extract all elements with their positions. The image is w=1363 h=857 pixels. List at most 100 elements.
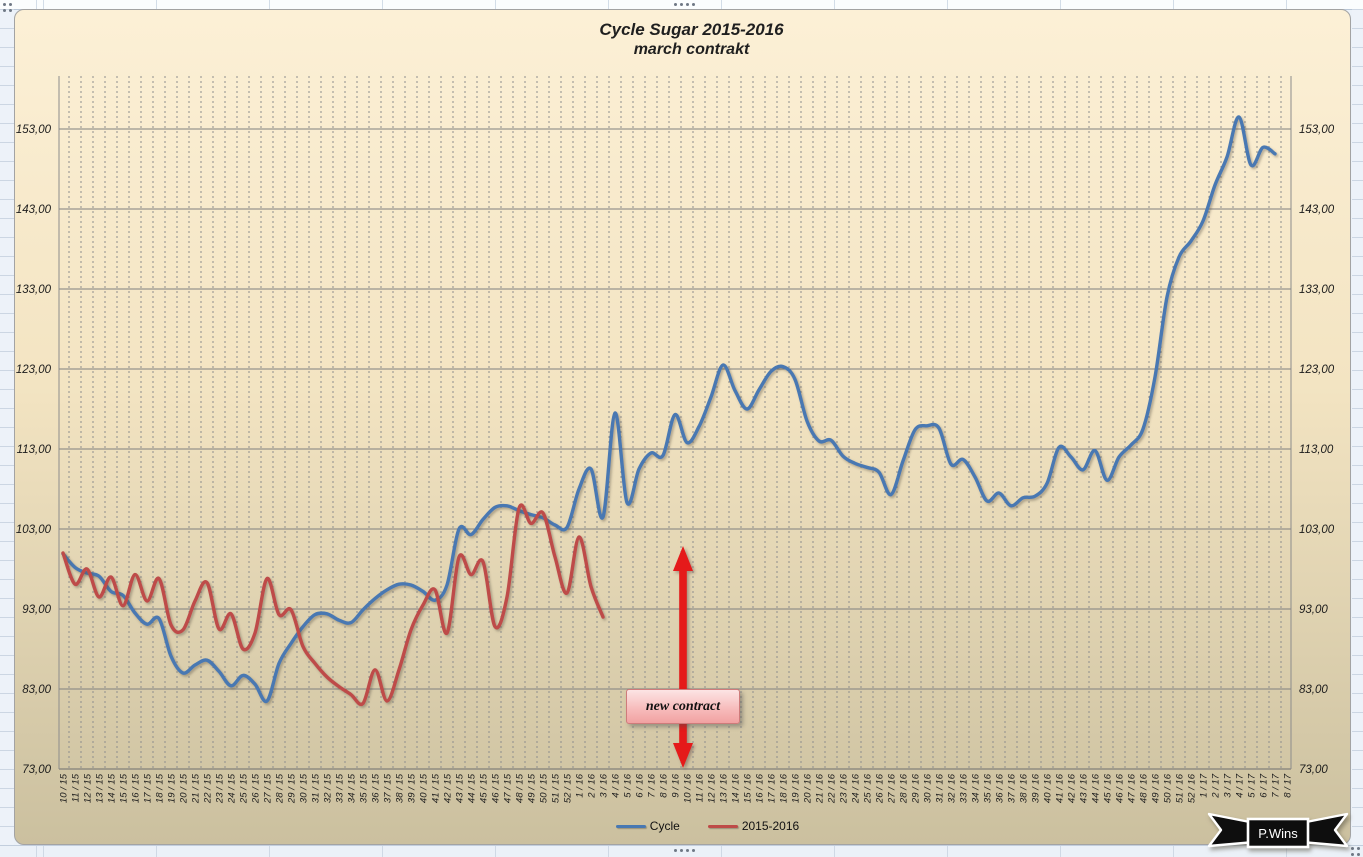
svg-text:93,00: 93,00	[1299, 604, 1328, 616]
svg-text:93,00: 93,00	[22, 604, 51, 616]
svg-text:17 / 16: 17 / 16	[767, 773, 778, 803]
svg-text:43 / 15: 43 / 15	[455, 773, 466, 803]
svg-text:73,00: 73,00	[1299, 764, 1328, 776]
svg-text:23 / 15: 23 / 15	[215, 773, 226, 804]
svg-text:19 / 15: 19 / 15	[167, 773, 178, 803]
svg-text:6 / 17: 6 / 17	[1259, 773, 1270, 797]
chart-object[interactable]: Cycle Sugar 2015-2016 march contrakt 153…	[14, 9, 1351, 849]
svg-text:143,00: 143,00	[1299, 204, 1335, 216]
svg-text:52 / 15: 52 / 15	[563, 773, 574, 803]
svg-text:51 / 16: 51 / 16	[1175, 773, 1186, 803]
svg-text:50 / 15: 50 / 15	[539, 773, 550, 803]
svg-text:27 / 15: 27 / 15	[263, 773, 274, 804]
svg-text:20 / 15: 20 / 15	[179, 773, 190, 804]
svg-text:42 / 16: 42 / 16	[1067, 773, 1078, 803]
svg-text:28 / 16: 28 / 16	[899, 773, 910, 804]
svg-text:14 / 16: 14 / 16	[731, 773, 742, 803]
y-axis-labels-left: 153,00 143,00 133,00 123,00 113,00 103,00 93,0…	[16, 124, 52, 776]
chart-resize-handle-top-left[interactable]	[3, 3, 12, 12]
svg-text:10 / 15: 10 / 15	[59, 773, 70, 803]
legend-item-cycle[interactable]: Cycle	[615, 819, 680, 833]
svg-text:1 / 16: 1 / 16	[575, 773, 586, 797]
svg-text:123,00: 123,00	[16, 364, 52, 376]
svg-text:2 / 17: 2 / 17	[1211, 773, 1222, 798]
svg-text:1 / 17: 1 / 17	[1199, 773, 1210, 797]
svg-text:153,00: 153,00	[1299, 124, 1335, 136]
svg-text:8 / 16: 8 / 16	[659, 773, 670, 797]
svg-text:15 / 15: 15 / 15	[119, 773, 130, 803]
svg-text:27 / 16: 27 / 16	[887, 773, 898, 804]
svg-text:32 / 15: 32 / 15	[323, 773, 334, 803]
series-line-2015-2016[interactable]	[61, 503, 605, 707]
svg-text:35 / 15: 35 / 15	[359, 773, 370, 803]
svg-text:18 / 16: 18 / 16	[779, 773, 790, 803]
gridlines-vertical	[68, 76, 1282, 769]
svg-text:12 / 16: 12 / 16	[707, 773, 718, 803]
svg-text:9 / 16: 9 / 16	[671, 773, 682, 797]
svg-text:33 / 15: 33 / 15	[335, 773, 346, 803]
svg-text:13 / 15: 13 / 15	[95, 773, 106, 803]
svg-text:46 / 16: 46 / 16	[1115, 773, 1126, 803]
y-axis-labels-right: 153,00 143,00 133,00 123,00 113,00 103,00 93,0…	[1299, 124, 1335, 776]
svg-text:45 / 15: 45 / 15	[479, 773, 490, 803]
svg-text:24 / 15: 24 / 15	[227, 773, 238, 804]
svg-text:24 / 16: 24 / 16	[851, 773, 862, 804]
chart-title: Cycle Sugar 2015-2016 march contrakt	[15, 19, 1350, 60]
svg-text:3 / 16: 3 / 16	[599, 773, 610, 797]
svg-text:13 / 16: 13 / 16	[719, 773, 730, 803]
svg-text:26 / 16: 26 / 16	[875, 773, 886, 804]
svg-text:49 / 16: 49 / 16	[1151, 773, 1162, 803]
svg-text:46 / 15: 46 / 15	[491, 773, 502, 803]
svg-text:8 / 17: 8 / 17	[1283, 773, 1294, 797]
svg-text:15 / 16: 15 / 16	[743, 773, 754, 803]
chart-title-line1: Cycle Sugar 2015-2016	[599, 20, 784, 39]
svg-text:2 / 16: 2 / 16	[587, 773, 598, 798]
svg-text:40 / 16: 40 / 16	[1043, 773, 1054, 803]
chart-resize-handle-bottom[interactable]	[674, 849, 695, 852]
double-arrow-shape[interactable]	[663, 540, 703, 774]
svg-text:5 / 16: 5 / 16	[623, 773, 634, 797]
svg-text:29 / 15: 29 / 15	[287, 773, 298, 804]
series-line-cycle[interactable]	[61, 115, 1277, 704]
svg-text:4 / 17: 4 / 17	[1235, 773, 1246, 797]
legend-swatch-2015-2016	[707, 824, 738, 828]
legend[interactable]: Cycle 2015-2016	[15, 819, 1350, 833]
svg-text:26 / 15: 26 / 15	[251, 773, 262, 804]
svg-text:10 / 16: 10 / 16	[683, 773, 694, 803]
svg-text:39 / 16: 39 / 16	[1031, 773, 1042, 803]
brand-label: P.Wins	[1258, 826, 1298, 841]
chart-resize-handle-bottom-right[interactable]	[1351, 847, 1360, 856]
svg-text:47 / 16: 47 / 16	[1127, 773, 1138, 803]
svg-text:45 / 16: 45 / 16	[1103, 773, 1114, 803]
legend-swatch-cycle	[615, 824, 646, 828]
svg-text:48 / 16: 48 / 16	[1139, 773, 1150, 803]
svg-text:35 / 16: 35 / 16	[983, 773, 994, 803]
svg-text:11 / 15: 11 / 15	[71, 773, 82, 802]
svg-text:50 / 16: 50 / 16	[1163, 773, 1174, 803]
svg-text:123,00: 123,00	[1299, 364, 1335, 376]
svg-text:25 / 16: 25 / 16	[863, 773, 874, 804]
svg-text:29 / 16: 29 / 16	[911, 773, 922, 804]
svg-text:17 / 15: 17 / 15	[143, 773, 154, 803]
ribbon-center-panel	[1246, 817, 1310, 849]
legend-label-cycle: Cycle	[649, 819, 680, 833]
svg-text:41 / 15: 41 / 15	[431, 773, 442, 803]
chart-resize-handle-top[interactable]	[674, 3, 695, 6]
svg-text:30 / 15: 30 / 15	[299, 773, 310, 803]
pwins-ribbon-logo[interactable]: P.Wins	[1203, 809, 1353, 855]
svg-text:83,00: 83,00	[1299, 684, 1328, 696]
svg-text:42 / 15: 42 / 15	[443, 773, 454, 803]
new-contract-textbox[interactable]: new contract	[626, 689, 740, 724]
legend-label-2015-2016: 2015-2016	[741, 819, 800, 833]
svg-text:34 / 15: 34 / 15	[347, 773, 358, 803]
svg-text:113,00: 113,00	[1299, 444, 1334, 456]
svg-text:31 / 16: 31 / 16	[935, 773, 946, 803]
svg-text:37 / 15: 37 / 15	[383, 773, 394, 803]
svg-text:3 / 17: 3 / 17	[1223, 773, 1234, 797]
svg-text:133,00: 133,00	[16, 284, 52, 296]
svg-text:28 / 15: 28 / 15	[275, 773, 286, 804]
svg-text:44 / 16: 44 / 16	[1091, 773, 1102, 803]
svg-text:73,00: 73,00	[22, 764, 51, 776]
chart-title-line2: march contrakt	[633, 41, 750, 59]
legend-item-2015-2016[interactable]: 2015-2016	[707, 819, 800, 833]
